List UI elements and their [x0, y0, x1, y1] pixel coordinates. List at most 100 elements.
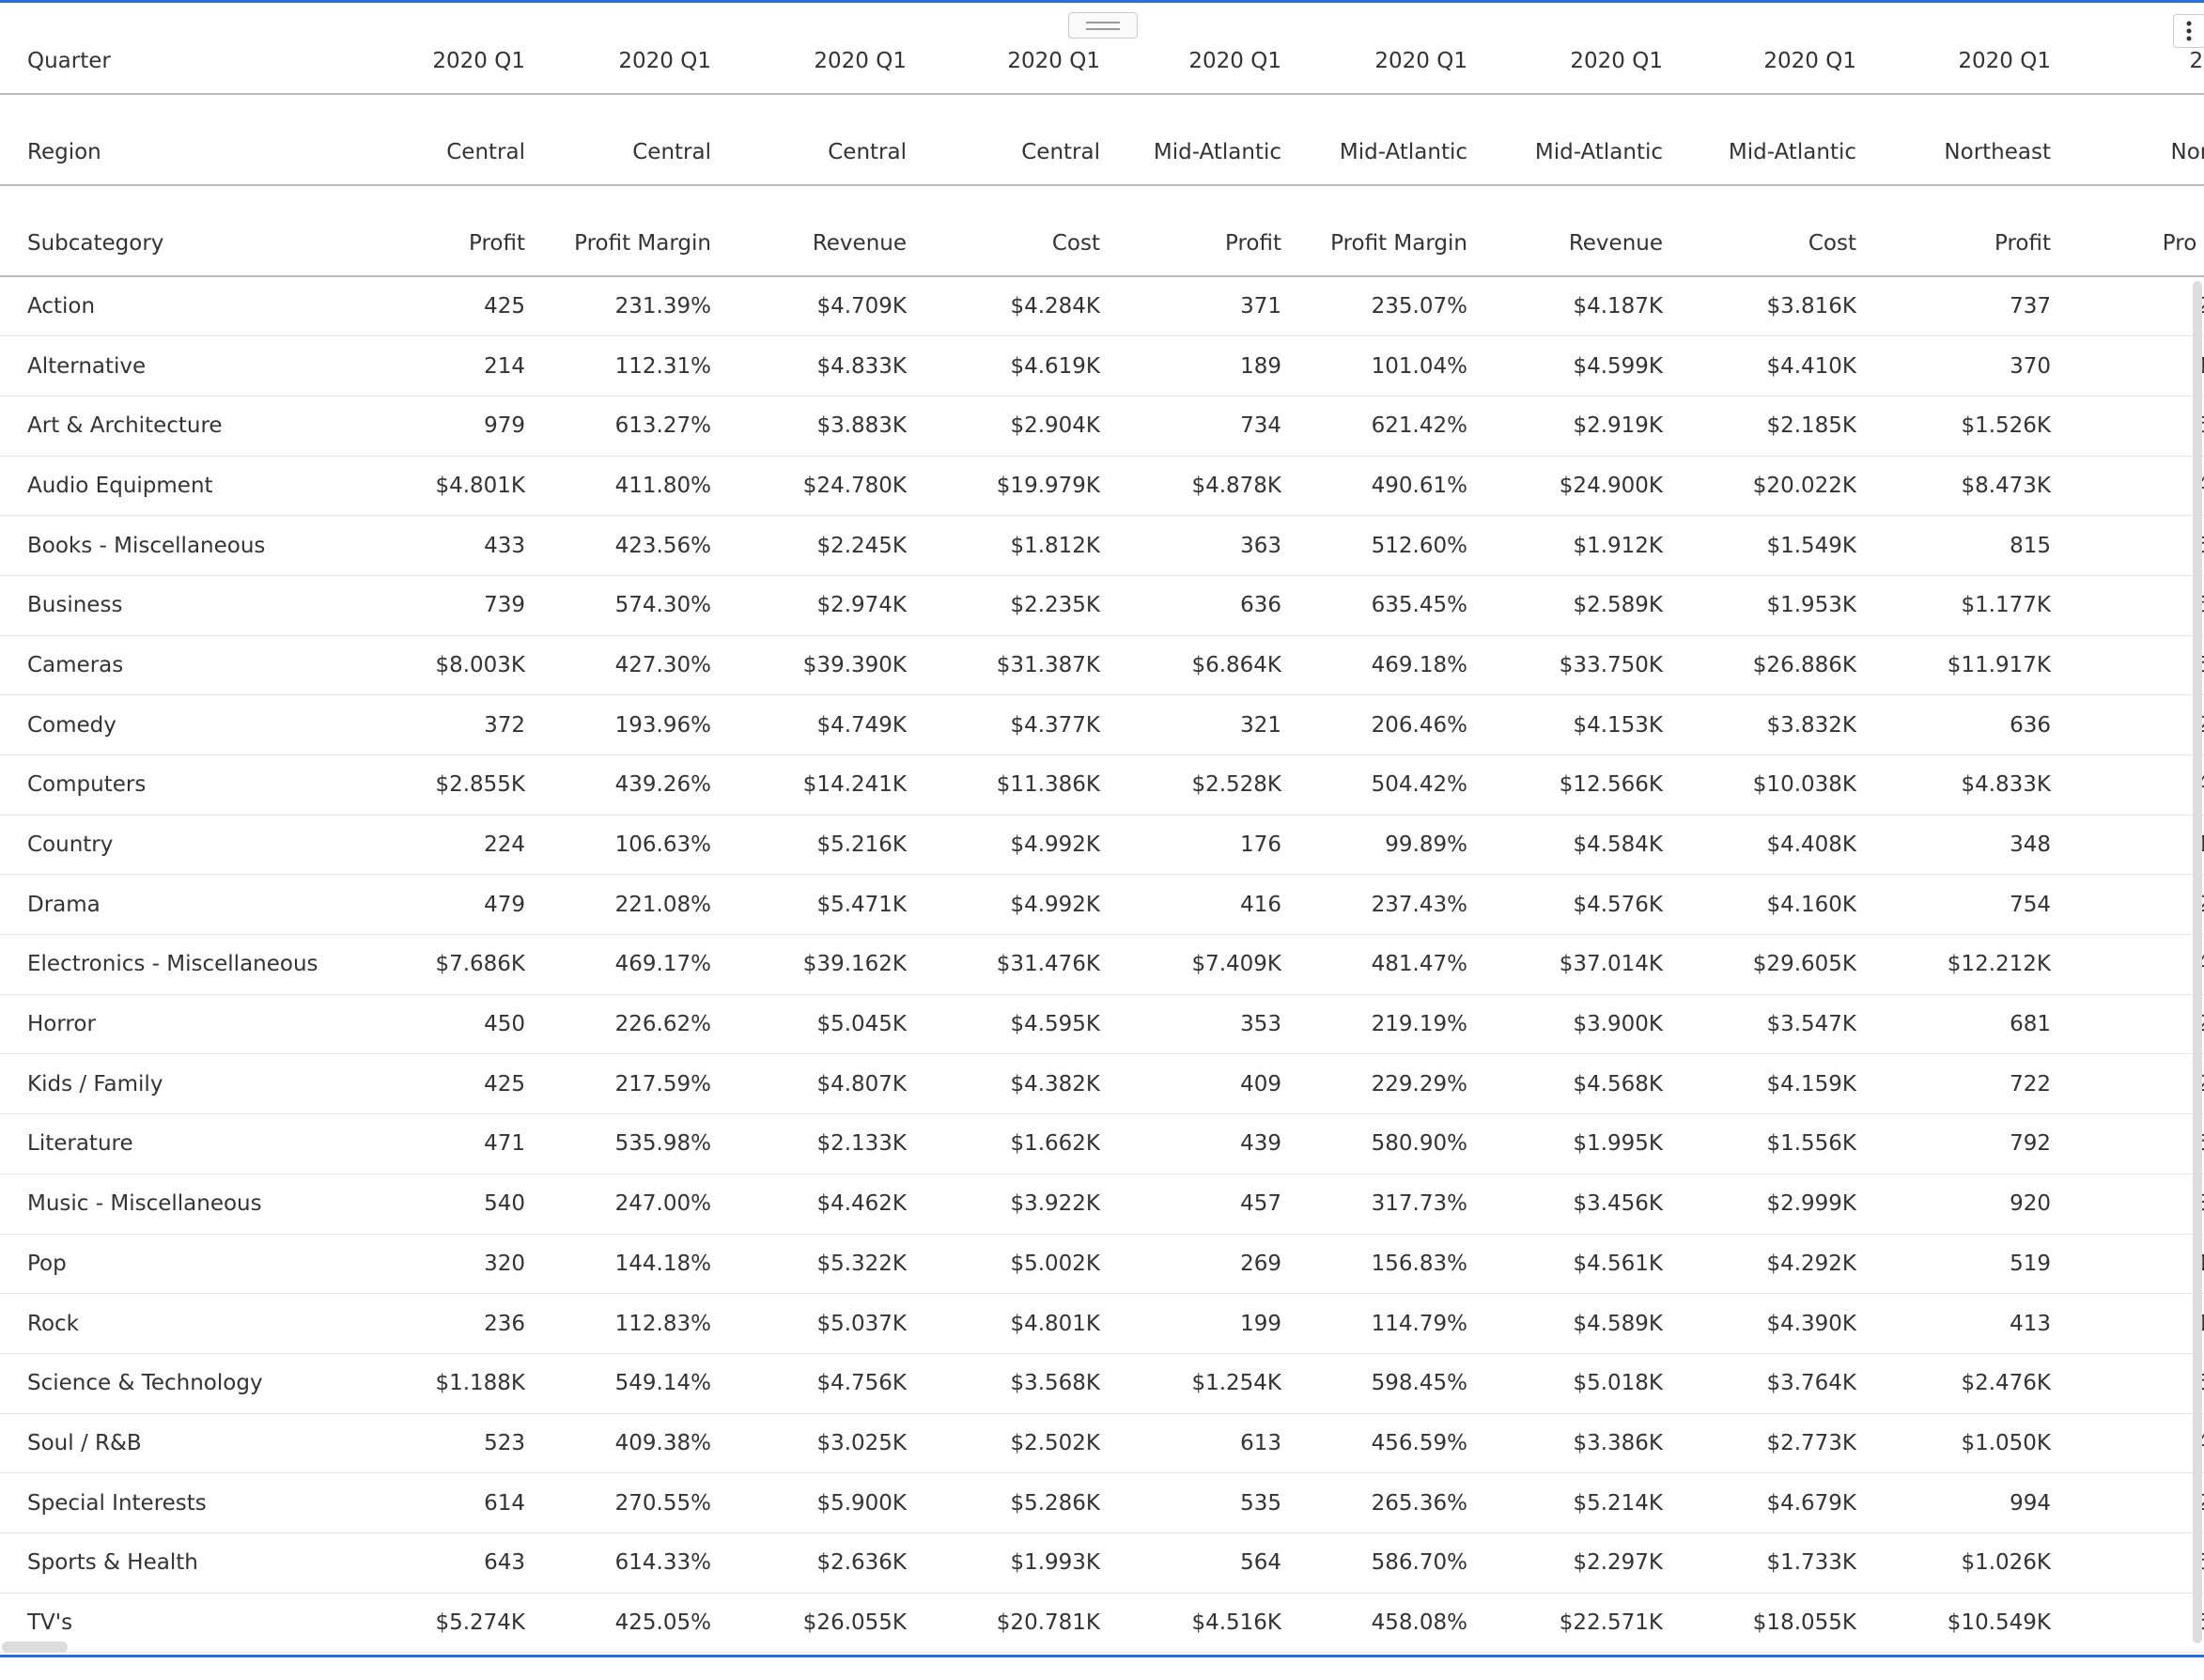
cell: $10.038K: [1683, 754, 1876, 816]
cell: $1.526K: [1876, 396, 2071, 457]
cell: $39.162K: [731, 934, 926, 995]
cell: $5.322K: [731, 1234, 926, 1295]
cell: 409.38%: [545, 1413, 731, 1474]
data-row: Country 224 106.63% $5.216K $4.992K 176 99.89%…: [0, 815, 2204, 876]
header-row: Region Central Central Central Central Mid-At…: [0, 94, 2204, 186]
cell: 920: [1876, 1174, 2071, 1235]
cell: 2020 Q1: [731, 3, 926, 95]
cell: $1.556K: [1683, 1113, 1876, 1174]
cell: 734: [1120, 396, 1301, 457]
data-row-label: Soul / R&B: [0, 1413, 372, 1474]
cell: 114.79%: [1301, 1293, 1487, 1354]
cell: 670.: [2071, 575, 2204, 636]
cell: 223.: [2071, 994, 2204, 1055]
cell: 574.30%: [545, 575, 731, 636]
more-menu[interactable]: [2173, 14, 2204, 48]
cell: $1.733K: [1683, 1532, 1876, 1594]
cell: Mid-Atlantic: [1120, 94, 1301, 186]
cell: $24.780K: [731, 456, 926, 517]
cell: Central: [926, 94, 1120, 186]
cell: Cost: [926, 185, 1120, 277]
cell: $37.014K: [1487, 934, 1683, 995]
data-row-label: Kids / Family: [0, 1053, 372, 1115]
drag-handle[interactable]: [1068, 12, 1138, 39]
frame-border: [0, 1655, 2204, 1657]
cell: $4.160K: [1683, 874, 1876, 936]
data-row: Business 739 574.30% $2.974K $2.235K 636 635.4…: [0, 575, 2204, 636]
horizontal-scrollbar[interactable]: [2, 1641, 68, 1653]
kebab-icon: [2186, 21, 2192, 41]
cell: 427.30%: [545, 635, 731, 696]
cell: $2.297K: [1487, 1532, 1683, 1594]
header-row-label: Region: [0, 94, 372, 186]
cell: 2020 Q1: [1120, 3, 1301, 95]
cell: 265.36%: [1301, 1472, 1487, 1533]
header-row-label: Subcategory: [0, 185, 372, 277]
cell: 494.: [2071, 934, 2204, 995]
cell: 423.56%: [545, 515, 731, 576]
cell: $4.833K: [731, 335, 926, 397]
cell: $3.900K: [1487, 994, 1683, 1055]
cell: 321: [1120, 694, 1301, 755]
data-row: Special Interests 614 270.55% $5.900K $5.286…: [0, 1472, 2204, 1533]
cell: $7.409K: [1120, 934, 1301, 995]
cell: 636: [1120, 575, 1301, 636]
cell: 458.08%: [1301, 1593, 1487, 1654]
cell: 737: [1876, 276, 2071, 337]
cell: $1.254K: [1120, 1353, 1301, 1414]
cell: 681: [1876, 994, 2071, 1055]
cell: $5.045K: [731, 994, 926, 1055]
cell: $1.812K: [926, 515, 1120, 576]
cell: $4.584K: [1487, 815, 1683, 876]
cell: Revenue: [1487, 185, 1683, 277]
cell: $4.382K: [926, 1053, 1120, 1115]
cell: 103.: [2071, 815, 2204, 876]
data-row: TV's $5.274K 425.05% $26.055K $20.781K $4.516…: [0, 1593, 2204, 1654]
cell: 469.18%: [1301, 635, 1487, 696]
cell: $4.992K: [926, 815, 1120, 876]
cell: 247.00%: [545, 1174, 731, 1235]
data-row-label: Action: [0, 276, 372, 337]
cell: 370: [1876, 335, 2071, 397]
cell: 231.39%: [545, 276, 731, 337]
data-row-label: Cameras: [0, 635, 372, 696]
cell: $5.216K: [731, 815, 926, 876]
cell: $4.595K: [926, 994, 1120, 1055]
cell: $2.502K: [926, 1413, 1120, 1474]
data-row: Kids / Family 425 217.59% $4.807K $4.382K 409…: [0, 1053, 2204, 1115]
header-row: Subcategory Profit Profit Margin Revenue Cos…: [0, 185, 2204, 277]
cell: $2.636K: [731, 1532, 926, 1594]
cell: $5.900K: [731, 1472, 926, 1533]
cell: $5.214K: [1487, 1472, 1683, 1533]
cell: 481.47%: [1301, 934, 1487, 995]
cell: $22.571K: [1487, 1593, 1683, 1654]
cell: $4.187K: [1487, 276, 1683, 337]
cell: 586.70%: [1301, 1532, 1487, 1594]
cell: $19.979K: [926, 456, 1120, 517]
cell: $1.995K: [1487, 1113, 1683, 1174]
data-row: Pop 320 144.18% $5.322K $5.002K 269 156.83% $4.…: [0, 1234, 2204, 1295]
data-row-label: Science & Technology: [0, 1353, 372, 1414]
cell: 439: [1120, 1113, 1301, 1174]
cell: 523: [372, 1413, 545, 1474]
cell: $6.864K: [1120, 635, 1301, 696]
data-row-label: Horror: [0, 994, 372, 1055]
cell: $2.904K: [926, 396, 1120, 457]
cell: 666.: [2071, 1532, 2204, 1594]
cell: 614: [372, 1472, 545, 1533]
data-row-label: Audio Equipment: [0, 456, 372, 517]
cell: $8.003K: [372, 635, 545, 696]
pivot-table: Quarter 2020 Q1 2020 Q1 2020 Q1 2020 Q1 2020 …: [0, 3, 2204, 1654]
cell: $5.037K: [731, 1293, 926, 1354]
vertical-scrollbar[interactable]: [2193, 281, 2202, 1643]
data-row: Comedy 372 193.96% $4.749K $4.377K 321 206.46%…: [0, 694, 2204, 755]
cell: $2.919K: [1487, 396, 1683, 457]
data-row-label: Computers: [0, 754, 372, 816]
cell: $4.589K: [1487, 1293, 1683, 1354]
data-row: Electronics - Miscellaneous $7.686K 469.17…: [0, 934, 2204, 995]
cell: $2.476K: [1876, 1353, 2071, 1414]
cell: $3.816K: [1683, 276, 1876, 337]
cell: $5.286K: [926, 1472, 1120, 1533]
data-row: Drama 479 221.08% $5.471K $4.992K 416 237.43% $…: [0, 874, 2204, 936]
data-row: Literature 471 535.98% $2.133K $1.662K 439 580…: [0, 1113, 2204, 1174]
